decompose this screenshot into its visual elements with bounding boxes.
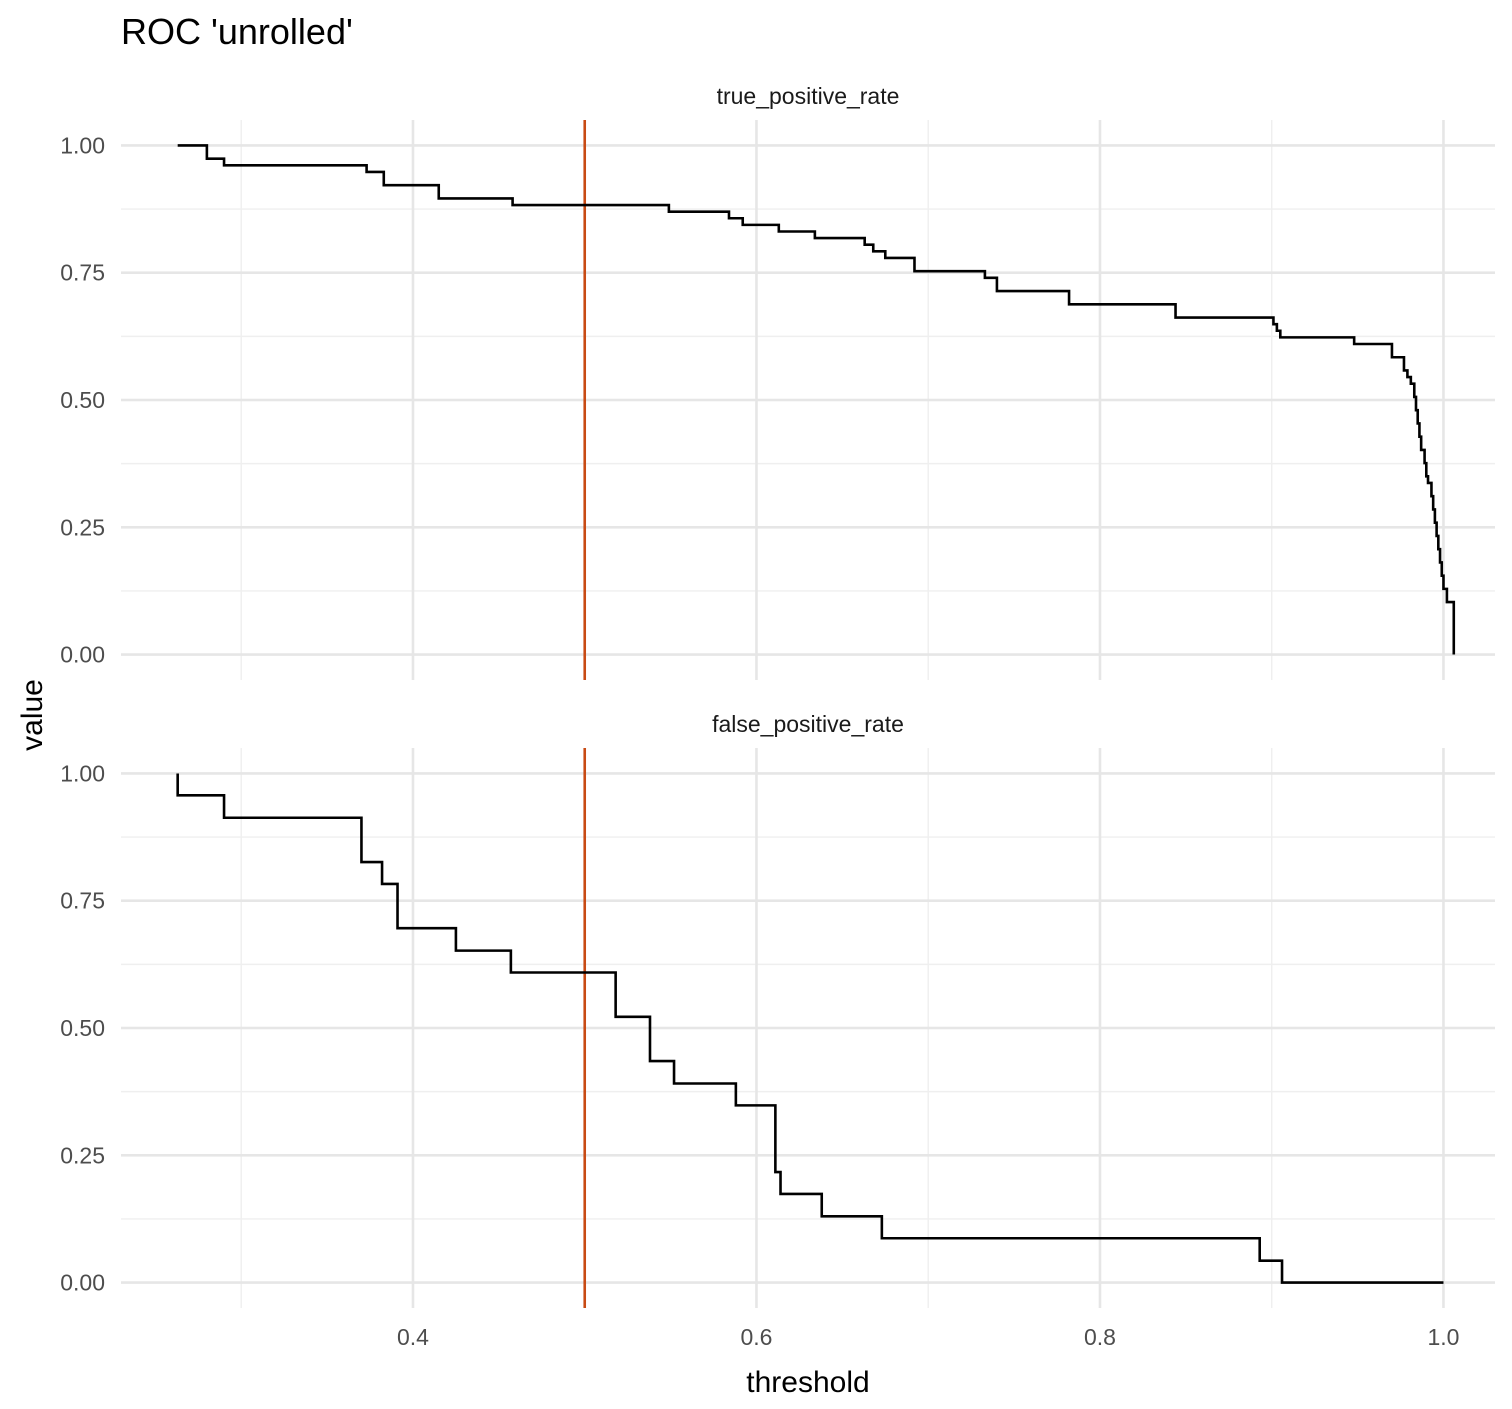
grid-lines: [121, 120, 1495, 680]
x-tick-label: 0.4: [397, 1324, 429, 1350]
panel-false-positive-rate: false_positive_rate 1.00 0.75 0.50 0.25 0.00: [60, 711, 1495, 1308]
y-tick-labels: 1.00 0.75 0.50 0.25 0.00: [60, 132, 105, 667]
series-line-true-positive-rate: [177, 144, 1456, 655]
x-tick-label: 0.6: [740, 1324, 772, 1350]
panel-strip-label: true_positive_rate: [717, 83, 900, 109]
panel-true-positive-rate: true_positive_rate 1.00 0.75 0.50 0.25 0.00: [60, 83, 1495, 680]
y-tick-label: 1.00: [60, 132, 105, 158]
x-tick-labels: 0.4 0.6 0.8 1.0: [397, 1324, 1459, 1350]
y-tick-label: 0.00: [60, 1270, 105, 1296]
y-tick-label: 0.25: [60, 514, 105, 540]
y-axis-title: value: [16, 679, 49, 751]
y-tick-label: 0.75: [60, 260, 105, 286]
x-tick-label: 1.0: [1427, 1324, 1459, 1350]
panel-strip-label: false_positive_rate: [712, 711, 904, 737]
grid-lines: [121, 748, 1495, 1308]
x-tick-label: 0.8: [1084, 1324, 1116, 1350]
y-tick-label: 0.00: [60, 642, 105, 668]
y-tick-label: 0.75: [60, 888, 105, 914]
x-axis-title: threshold: [746, 1366, 869, 1399]
y-tick-label: 1.00: [60, 760, 105, 786]
y-tick-labels: 1.00 0.75 0.50 0.25 0.00: [60, 760, 105, 1295]
series-line-false-positive-rate: [176, 773, 1444, 1284]
chart-title: ROC 'unrolled': [121, 11, 353, 52]
y-tick-label: 0.25: [60, 1142, 105, 1168]
y-tick-label: 0.50: [60, 1015, 105, 1041]
y-tick-label: 0.50: [60, 387, 105, 413]
